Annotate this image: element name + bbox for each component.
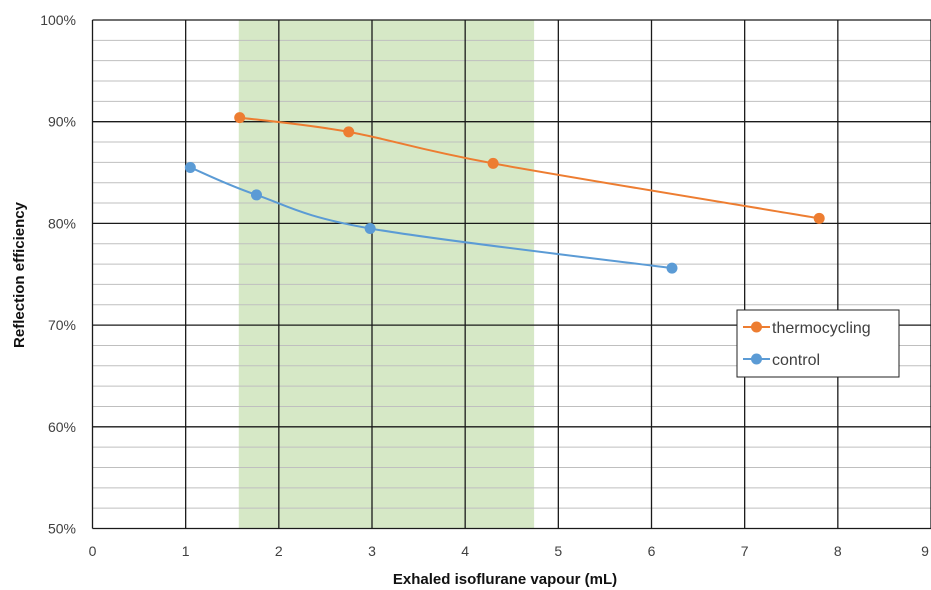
x-tick-label: 5 xyxy=(554,543,562,559)
data-point-control xyxy=(250,189,262,201)
x-tick-label: 6 xyxy=(648,543,656,559)
data-point-thermocycling xyxy=(487,157,499,169)
legend-marker-thermocycling xyxy=(751,321,762,333)
y-tick-label: 100% xyxy=(40,12,76,28)
data-point-control xyxy=(184,161,196,173)
x-tick-label: 9 xyxy=(921,543,929,559)
x-tick-label: 2 xyxy=(275,543,283,559)
legend-label-thermocycling: thermocycling xyxy=(772,320,871,337)
x-tick-label: 3 xyxy=(368,543,376,559)
data-point-thermocycling xyxy=(813,212,825,224)
data-point-control xyxy=(666,262,678,274)
x-tick-label: 8 xyxy=(834,543,842,559)
x-tick-label: 0 xyxy=(89,543,97,559)
legend-box xyxy=(736,309,900,378)
legend-label-control: control xyxy=(772,352,820,369)
data-point-thermocycling xyxy=(234,112,246,124)
x-tick-label: 7 xyxy=(741,543,749,559)
data-point-control xyxy=(364,222,376,234)
y-axis-title: Reflection efficiency xyxy=(11,201,28,348)
y-tick-label: 80% xyxy=(48,215,76,231)
y-tick-label: 90% xyxy=(48,114,76,130)
shaded-region xyxy=(238,20,535,529)
series-line-control xyxy=(189,166,673,270)
x-tick-label: 1 xyxy=(182,543,190,559)
x-tick-label: 4 xyxy=(461,543,469,559)
legend-marker-control xyxy=(751,353,762,365)
y-tick-label: 50% xyxy=(48,521,76,537)
legend: thermocycling control xyxy=(736,309,900,378)
y-tick-label: 60% xyxy=(48,419,76,435)
series-line-thermocycling xyxy=(239,116,820,220)
y-tick-label: 70% xyxy=(48,317,76,333)
x-axis-title: Exhaled isoflurane vapour (mL) xyxy=(393,571,617,588)
data-point-thermocycling xyxy=(343,126,355,138)
